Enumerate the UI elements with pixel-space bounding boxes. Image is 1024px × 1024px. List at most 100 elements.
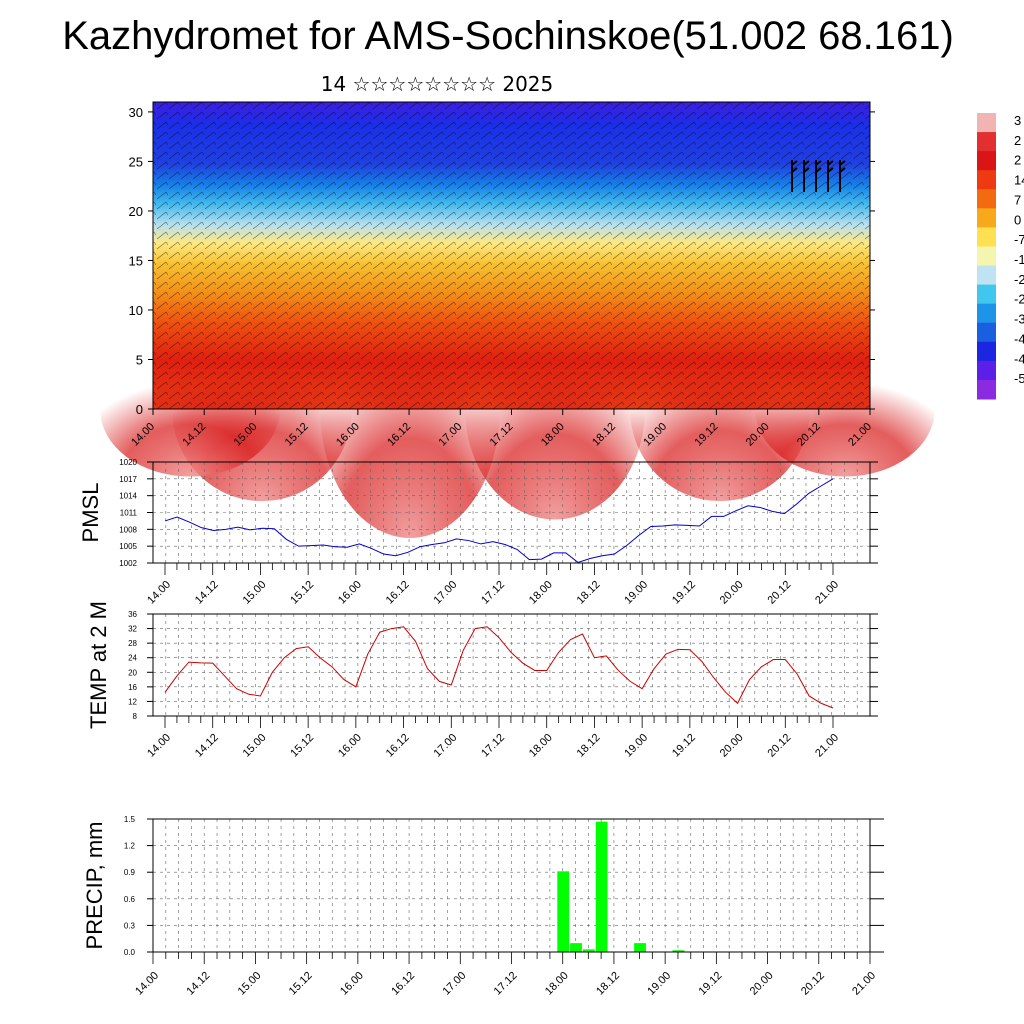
panel-frame <box>152 461 871 564</box>
colorbar-label: 3 <box>1014 113 1021 128</box>
colorbar-swatch <box>977 360 996 381</box>
x-tick-label: 16.12 <box>384 579 412 607</box>
colorbar-label: -1 <box>1014 252 1024 267</box>
y-tick-label: 20 <box>128 668 137 677</box>
precip-bar <box>634 943 646 952</box>
y-tick-label: 16 <box>128 683 137 692</box>
page-title: Kazhydromet for AMS-Sochinskoe(51.002 68… <box>62 14 954 58</box>
x-tick-label: 17.12 <box>479 579 507 607</box>
x-tick-label: 21.00 <box>813 732 841 760</box>
colorbar-swatch <box>977 151 996 171</box>
x-tick-label: 14.00 <box>145 732 173 760</box>
precip-bar <box>557 871 570 952</box>
colorbar-label: -5 <box>1014 371 1024 386</box>
x-tick-label: 15.12 <box>288 579 316 607</box>
precip-bar <box>582 949 595 952</box>
y-tick-label: 8 <box>133 712 138 721</box>
x-tick-label: 20.12 <box>799 970 827 998</box>
x-tick-label: 19.00 <box>622 579 650 607</box>
x-tick-label: 16.00 <box>336 579 364 607</box>
wind-barbs-field <box>153 102 870 409</box>
x-tick-label: 14.12 <box>193 579 221 607</box>
x-tick-label: 15.00 <box>241 579 269 607</box>
y-tick-label: 28 <box>128 639 137 648</box>
colorbar-label: 0 <box>1014 212 1021 227</box>
x-tick-label: 15.12 <box>287 970 315 998</box>
y-tick-label: 0 <box>136 402 143 417</box>
colorbar-label: -7 <box>1014 232 1024 247</box>
colorbar-swatch <box>977 208 996 228</box>
y-tick-label: 15 <box>129 253 143 268</box>
x-tick-label: 15.00 <box>241 732 269 760</box>
y-axis-label: TEMP at 2 M <box>86 601 111 729</box>
colorbar-swatch <box>977 322 996 343</box>
colorbar: 3 2 2 14 7 0 -7 -1 -2 -2 -3 -4 -4 -5 <box>977 113 1024 400</box>
colorbar-label: -4 <box>1014 351 1024 366</box>
x-tick-label: 16.00 <box>336 732 364 760</box>
colorbar-label: -4 <box>1014 331 1024 346</box>
x-tick-label: 15.00 <box>236 970 264 998</box>
series-line <box>164 478 834 563</box>
series-line <box>164 626 834 709</box>
x-tick-label: 14.12 <box>193 732 221 760</box>
colorbar-swatch <box>977 303 996 324</box>
x-tick-label: 18.12 <box>575 579 603 607</box>
colorbar-swatch <box>977 379 996 400</box>
y-tick-label: 12 <box>128 697 137 706</box>
precip-bar <box>672 950 685 952</box>
y-tick-label: 25 <box>129 154 143 169</box>
colorbar-label: 14 <box>1014 173 1024 188</box>
y-tick-label: 1.2 <box>124 842 136 851</box>
colorbar-label: 2 <box>1014 153 1021 168</box>
x-tick-label: 17.12 <box>479 732 507 760</box>
x-tick-label: 18.00 <box>543 970 571 998</box>
precip-bar <box>595 821 608 952</box>
colorbar-swatch <box>977 189 996 209</box>
x-tick-label: 20.00 <box>718 732 746 760</box>
colorbar-swatch <box>977 227 996 247</box>
colorbar-swatch <box>977 113 996 133</box>
x-tick-label: 18.12 <box>575 732 603 760</box>
y-tick-label: 1008 <box>119 525 137 534</box>
y-tick-label: 0.0 <box>124 948 136 957</box>
x-tick-label: 14.12 <box>184 970 212 998</box>
x-tick-label: 18.12 <box>594 970 622 998</box>
y-axis-label: PRECIP, mm <box>82 822 107 950</box>
x-tick-label: 17.00 <box>440 970 468 998</box>
colorbar-swatch <box>977 246 996 267</box>
y-tick-label: 36 <box>128 610 137 619</box>
precip-bar <box>570 943 582 952</box>
wind-barb-0 <box>791 160 798 192</box>
y-axis-label: PMSL <box>78 483 103 543</box>
y-tick-label: 1011 <box>120 509 138 518</box>
y-tick-label: 10 <box>129 303 143 318</box>
x-tick-label: 20.00 <box>718 579 746 607</box>
colorbar-swatch <box>977 265 996 286</box>
x-tick-label: 18.00 <box>527 579 555 607</box>
wind-barb-3 <box>827 160 834 192</box>
y-tick-label: 0.6 <box>124 895 136 904</box>
x-tick-label: 15.12 <box>288 732 316 760</box>
x-tick-label: 19.00 <box>622 732 650 760</box>
y-tick-label: 24 <box>128 654 137 663</box>
colorbar-swatch <box>977 341 996 362</box>
y-tick-label: 32 <box>128 625 137 634</box>
x-tick-label: 19.12 <box>670 579 698 607</box>
wind-barb-1 <box>803 160 810 192</box>
x-tick-label: 18.00 <box>527 732 555 760</box>
y-tick-label: 20 <box>129 204 143 219</box>
x-tick-label: 16.00 <box>338 970 366 998</box>
x-tick-label: 20.12 <box>765 732 793 760</box>
precip-panel: 0.0 0.3 0.6 0.9 1.2 1.5 14.00 14.12 15.00 15.12 16… <box>82 815 884 998</box>
y-tick-label: 1005 <box>119 542 137 551</box>
temp2m-panel: 8 12 16 20 24 28 32 36 14.00 14.12 15.00 15.12 16.00… <box>86 601 878 760</box>
colorbar-label: -3 <box>1014 312 1024 327</box>
y-tick-label: 1.5 <box>124 815 136 824</box>
x-tick-label: 19.00 <box>645 970 673 998</box>
colorbar-swatch <box>977 132 996 152</box>
wind-barb-4 <box>839 160 846 192</box>
y-tick-label: 0.9 <box>124 868 136 877</box>
x-tick-label: 20.12 <box>765 579 793 607</box>
